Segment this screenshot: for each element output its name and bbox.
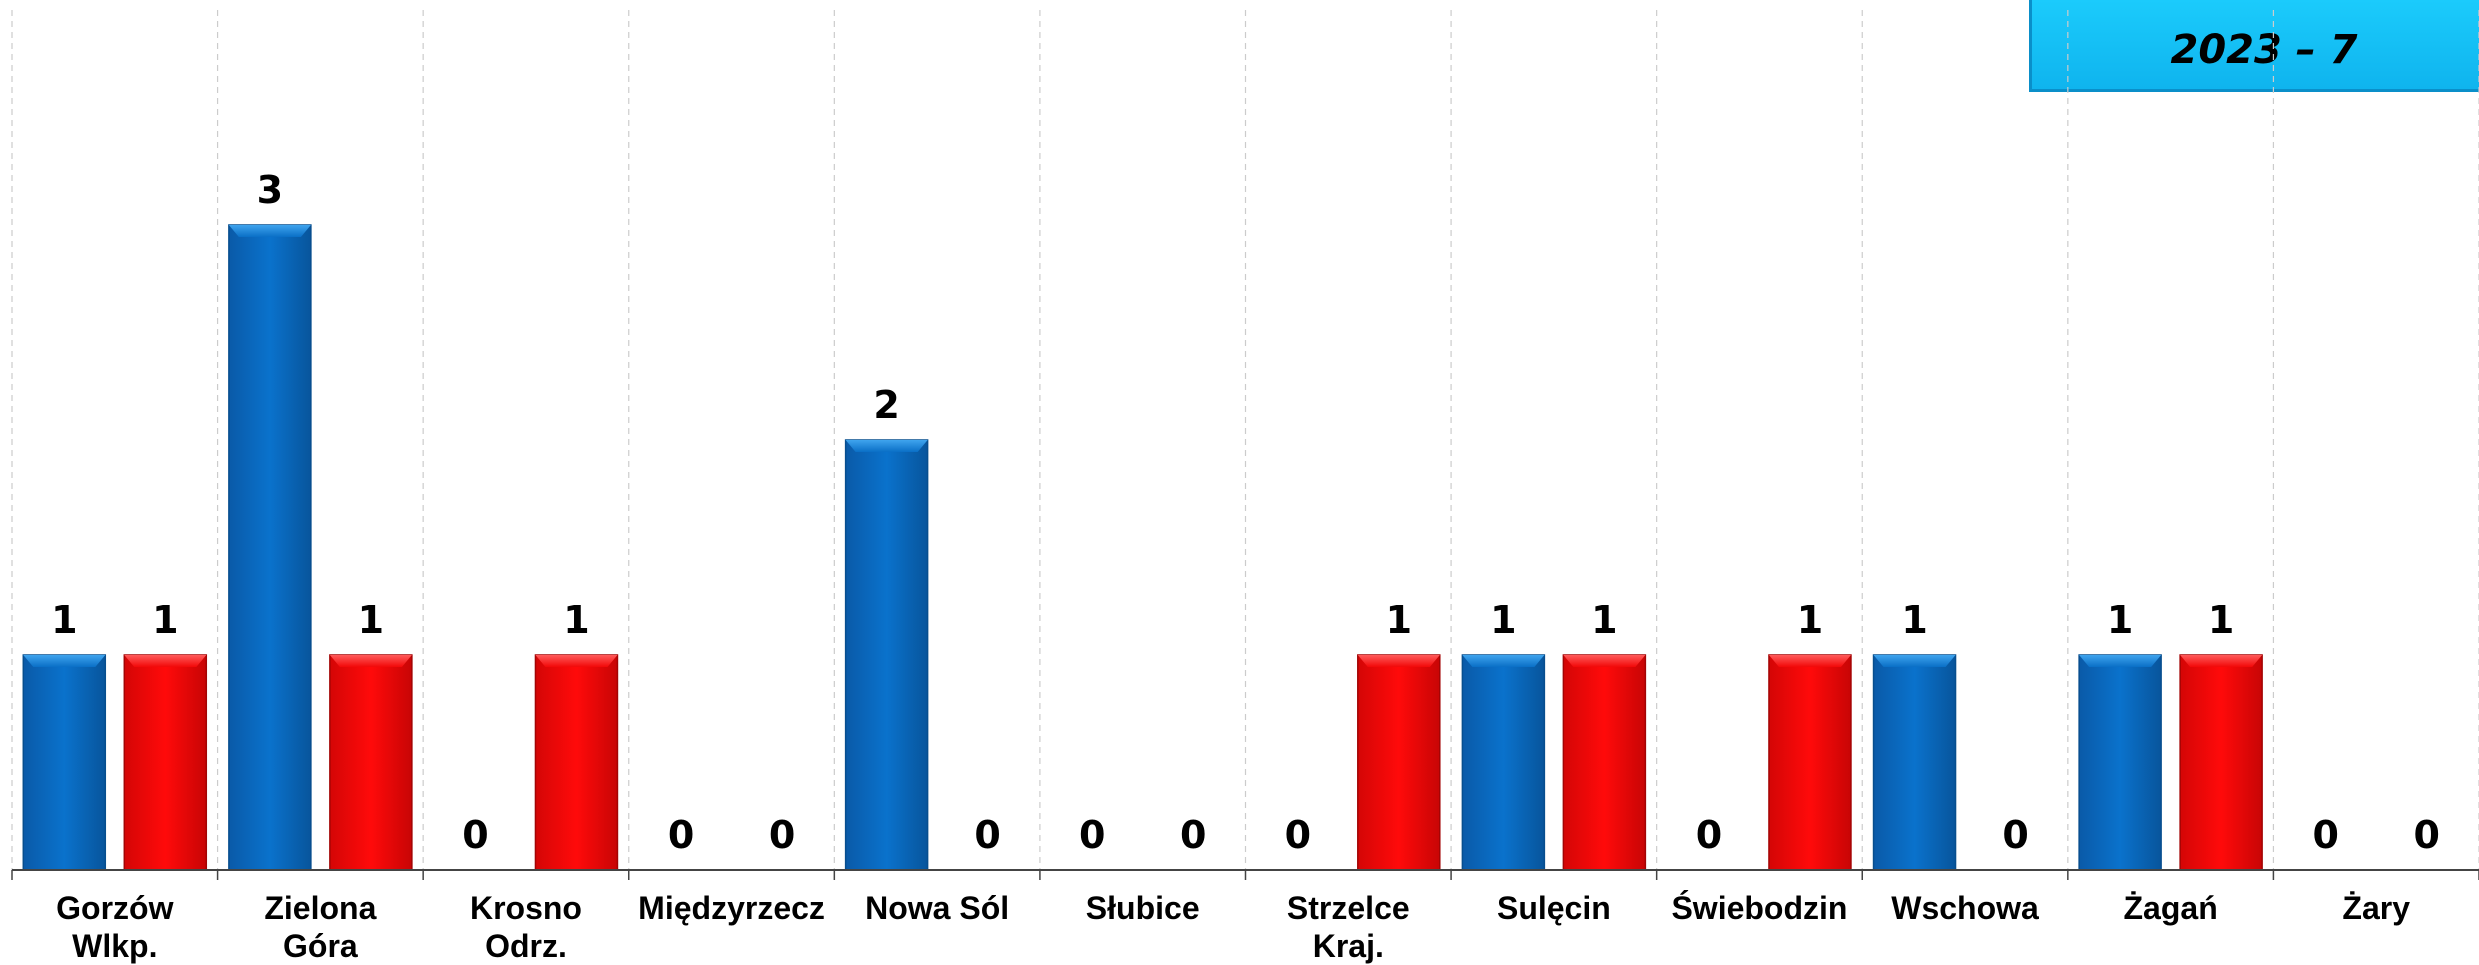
data-label: 1 <box>152 598 178 642</box>
data-label: 1 <box>1490 598 1516 642</box>
data-label: 0 <box>1285 813 1311 857</box>
category-label: Wschowa <box>1891 890 2039 926</box>
category-label: Sulęcin <box>1497 890 1611 926</box>
data-label: 1 <box>563 598 589 642</box>
bar-bevel <box>2180 655 2263 667</box>
data-label: 1 <box>358 598 384 642</box>
legend-box: 2023 – 7 <box>2029 0 2479 92</box>
bar-series-1-cat-1 <box>228 224 312 871</box>
category-label: Strzelce <box>1287 890 1410 926</box>
bar-bevel <box>23 655 106 667</box>
category-label: Słubice <box>1086 890 1200 926</box>
bar-bevel <box>2079 655 2162 667</box>
data-label: 0 <box>974 813 1000 857</box>
data-label: 0 <box>2002 813 2028 857</box>
bar-bevel <box>329 655 412 667</box>
category-label: Gorzów <box>56 890 173 926</box>
category-label: Międzyrzecz <box>638 890 825 926</box>
data-label: 0 <box>1696 813 1722 857</box>
bar-series-2-cat-7 <box>1562 654 1647 871</box>
data-label: 0 <box>668 813 694 857</box>
data-label: 2 <box>873 383 899 427</box>
category-label: Świebodzin <box>1671 890 1847 926</box>
bar-bevel <box>1462 655 1545 667</box>
data-label: 0 <box>2312 813 2338 857</box>
bar-bevel <box>845 440 928 452</box>
bar-series-1-cat-0 <box>22 654 107 871</box>
bar-series-2-cat-10 <box>2179 654 2263 871</box>
category-label: Krosno <box>470 890 582 926</box>
bar-bevel <box>1357 655 1440 667</box>
bar-series-2-cat-8 <box>1768 654 1852 871</box>
category-label: Odrz. <box>485 928 567 964</box>
bar-bevel <box>1873 655 1956 667</box>
data-label: 0 <box>1180 813 1206 857</box>
data-label: 1 <box>51 598 77 642</box>
bar-series-2-cat-1 <box>329 654 413 871</box>
bar-series-1-cat-9 <box>1872 654 1957 871</box>
category-label: Zielona <box>264 890 376 926</box>
data-label: 0 <box>769 813 795 857</box>
data-label: 1 <box>1386 598 1412 642</box>
bar-series-1-cat-10 <box>2078 654 2162 871</box>
bar-bevel <box>1563 655 1646 667</box>
bar-series-2-cat-6 <box>1357 654 1441 871</box>
bar-bevel <box>535 655 618 667</box>
data-label: 1 <box>2107 598 2133 642</box>
bar-series-2-cat-2 <box>534 654 619 871</box>
bar-series-1-cat-7 <box>1461 654 1546 871</box>
bar-bevel <box>228 225 311 237</box>
category-label: Wlkp. <box>72 928 157 964</box>
data-label: 1 <box>1797 598 1823 642</box>
data-label: 3 <box>257 168 283 212</box>
bar-bevel <box>1768 655 1851 667</box>
category-label: Kraj. <box>1313 928 1384 964</box>
data-label: 1 <box>1901 598 1927 642</box>
bar-series-2-cat-0 <box>123 654 208 871</box>
data-label: 0 <box>462 813 488 857</box>
category-label: Żagań <box>2124 890 2218 926</box>
bar-bevel <box>124 655 207 667</box>
category-label: Nowa Sól <box>865 890 1009 926</box>
category-label: Góra <box>283 928 358 964</box>
category-label: Żary <box>2342 890 2410 926</box>
legend-label: 2023 – 7 <box>2170 27 2358 73</box>
data-label: 1 <box>2208 598 2234 642</box>
data-label: 0 <box>1079 813 1105 857</box>
data-label: 1 <box>1591 598 1617 642</box>
data-label: 0 <box>2413 813 2439 857</box>
bar-series-1-cat-4 <box>844 439 929 871</box>
